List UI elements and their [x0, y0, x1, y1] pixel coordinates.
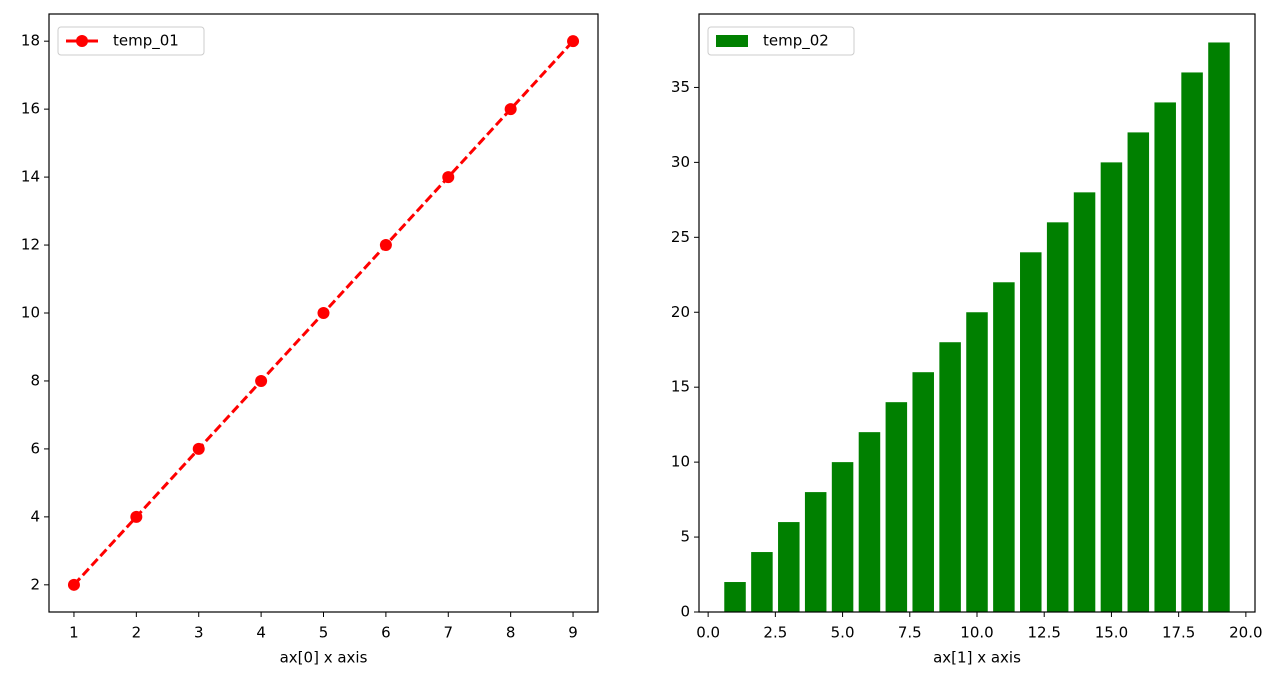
- y-tick-label: 2: [30, 575, 40, 593]
- x-tick-label: 8: [506, 624, 516, 642]
- x-tick-label: 7.5: [898, 624, 922, 642]
- y-tick-label: 14: [21, 168, 40, 186]
- bar: [912, 372, 934, 612]
- data-point: [504, 103, 517, 116]
- bar: [885, 402, 908, 612]
- x-tick-label: 1: [69, 624, 79, 642]
- bar: [1100, 162, 1123, 612]
- y-tick-label: 20: [671, 303, 690, 321]
- x-tick-label: 3: [194, 624, 204, 642]
- y-tick-label: 15: [671, 378, 690, 396]
- data-point: [192, 442, 205, 455]
- x-tick-label: 4: [256, 624, 266, 642]
- x-tick-label: 15.0: [1095, 624, 1128, 642]
- bar: [1127, 132, 1150, 612]
- bar: [993, 282, 1015, 612]
- data-point: [255, 374, 268, 387]
- bar: [966, 312, 988, 612]
- x-tick-label: 20.0: [1229, 624, 1262, 642]
- bar: [1181, 72, 1203, 613]
- y-tick-label: 10: [671, 453, 690, 471]
- data-point: [442, 171, 455, 184]
- bar: [1046, 222, 1069, 613]
- legend-label: temp_01: [113, 32, 179, 51]
- x-axis-label: ax[1] x axis: [933, 649, 1021, 667]
- y-tick-label: 6: [30, 439, 40, 457]
- x-tick-label: 7: [443, 624, 453, 642]
- x-tick-label: 12.5: [1028, 624, 1061, 642]
- bar: [724, 582, 746, 612]
- legend-swatch: [716, 35, 748, 47]
- legend-box: [707, 26, 855, 56]
- y-tick-label: 30: [671, 153, 690, 171]
- data-point: [379, 239, 392, 252]
- y-tick-label: 35: [671, 78, 690, 96]
- x-tick-label: 5: [319, 624, 329, 642]
- legend-box: [57, 26, 205, 56]
- y-tick-label: 4: [30, 507, 40, 525]
- x-tick-label: 0.0: [696, 624, 720, 642]
- y-tick-label: 0: [680, 603, 690, 621]
- bar: [1020, 252, 1042, 612]
- data-point: [567, 35, 580, 48]
- legend-marker: [76, 35, 88, 47]
- x-tick-label: 5.0: [831, 624, 855, 642]
- bar: [1154, 102, 1176, 613]
- bar: [858, 432, 881, 612]
- bar: [831, 462, 854, 612]
- y-tick-label: 5: [680, 528, 690, 546]
- y-tick-label: 10: [21, 304, 40, 322]
- y-tick-label: 25: [671, 228, 690, 246]
- x-tick-label: 2: [132, 624, 142, 642]
- x-axis-label: ax[0] x axis: [280, 649, 368, 667]
- data-point: [67, 578, 80, 591]
- y-tick-label: 16: [21, 100, 40, 118]
- bar: [1208, 42, 1230, 612]
- bar: [804, 492, 827, 612]
- x-tick-label: 9: [568, 624, 578, 642]
- x-tick-label: 6: [381, 624, 391, 642]
- bar: [1073, 192, 1096, 612]
- x-tick-label: 10.0: [960, 624, 993, 642]
- bar: [939, 342, 961, 612]
- data-point: [317, 307, 330, 319]
- y-tick-label: 12: [21, 236, 40, 254]
- x-tick-label: 17.5: [1162, 624, 1195, 642]
- x-tick-label: 2.5: [763, 624, 787, 642]
- data-point: [130, 510, 143, 523]
- bar: [751, 552, 773, 612]
- bar: [778, 522, 800, 612]
- y-tick-label: 8: [30, 371, 40, 389]
- legend-label: temp_02: [763, 32, 829, 51]
- y-tick-label: 18: [21, 32, 40, 50]
